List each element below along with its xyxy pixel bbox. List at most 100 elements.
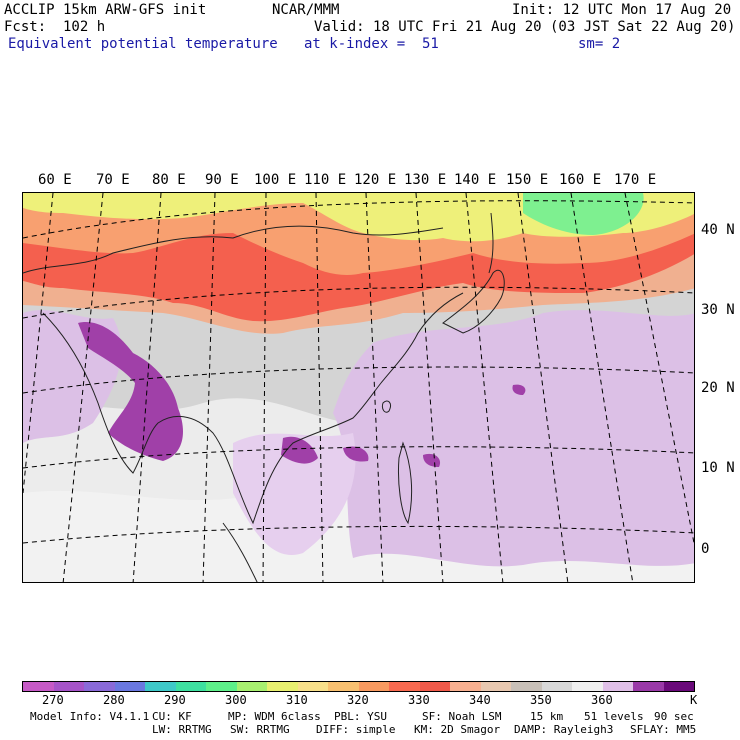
lat-line [23, 286, 694, 319]
lon-label: 80 E [152, 172, 186, 188]
lon-label: 70 E [96, 172, 130, 188]
footer-lw: LW: RRTMG [152, 723, 212, 736]
lat-label: 0 [701, 541, 710, 557]
lon-line [202, 193, 216, 582]
colorbar-swatch [206, 682, 237, 691]
colorbar-swatch [358, 682, 389, 691]
colorbar-swatch [572, 682, 603, 691]
lon-line [315, 193, 324, 582]
footer-km: KM: 2D Smagor [414, 723, 501, 736]
footer-timestep: 90 sec [654, 710, 694, 723]
colorbar-label: 280 [103, 693, 125, 707]
lon-label: 100 E [254, 172, 297, 188]
colorbar-swatch [633, 682, 664, 691]
pacific-purple-region [333, 310, 694, 567]
lon-line [262, 193, 267, 582]
lat-label: 10 N [701, 460, 735, 476]
colorbar-swatch [541, 682, 572, 691]
init-time: Init: 12 UTC Mon 17 Aug 20 [512, 2, 732, 18]
field-name: Equivalent potential temperature [8, 36, 278, 52]
lat-label: 20 N [701, 380, 735, 396]
map-plot [23, 193, 694, 582]
lat-label: 30 N [701, 302, 735, 318]
colorbar-label: 310 [286, 693, 308, 707]
footer-model-info: Model Info: V4.1.1 [30, 710, 150, 723]
lon-line [365, 193, 384, 582]
lat-label: 40 N [701, 222, 735, 238]
colorbar-swatch [511, 682, 542, 691]
lon-line [570, 193, 634, 582]
graticule [23, 193, 694, 582]
lon-line [415, 193, 444, 582]
colorbar-label: 300 [225, 693, 247, 707]
colorbar-label: 360 [591, 693, 613, 707]
lat-line [23, 525, 694, 544]
colorbar-label: 320 [347, 693, 369, 707]
footer-sf: SF: Noah LSM [422, 710, 502, 723]
coastlines [23, 212, 505, 582]
colorbar-swatch [480, 682, 511, 691]
colorbar-label: 350 [530, 693, 552, 707]
colorbar [22, 681, 695, 692]
lon-label: 90 E [205, 172, 239, 188]
colorbar-label: 340 [469, 693, 491, 707]
colorbar-unit: K [690, 693, 698, 707]
colorbar-swatch [145, 682, 176, 691]
lon-line [132, 193, 162, 582]
smoothing: sm= 2 [578, 36, 621, 52]
colorbar-swatch [389, 682, 420, 691]
footer-damp: DAMP: Rayleigh3 [514, 723, 614, 736]
footer-cu: CU: KF [152, 710, 192, 723]
lat-line [23, 200, 694, 239]
lon-line [62, 193, 104, 582]
footer-pbl: PBL: YSU [334, 710, 387, 723]
colorbar-label: 270 [42, 693, 64, 707]
india-dark-purple-region [78, 322, 183, 461]
level-index: at k-index = 51 [304, 36, 439, 52]
colorbar-swatch [328, 682, 359, 691]
colorbar-swatch [53, 682, 84, 691]
model-title: ACCLIP 15km ARW-GFS init [4, 2, 207, 18]
colorbar-swatch [23, 682, 54, 691]
colorbar-swatch [84, 682, 115, 691]
colorbar-swatch [236, 682, 267, 691]
forecast-hour: Fcst: 102 h [4, 19, 106, 35]
colorbar-swatch [297, 682, 328, 691]
lon-label: 120 E [354, 172, 397, 188]
green-patch [523, 193, 644, 235]
lon-label: 160 E [559, 172, 602, 188]
lon-line [624, 193, 694, 546]
colorbar-swatch [602, 682, 633, 691]
indochina-dark-purple-region [281, 436, 318, 464]
center-title: NCAR/MMM [272, 2, 340, 18]
colorbar-label: 330 [408, 693, 430, 707]
pacific-dark-purple-region [512, 384, 526, 395]
lon-label: 170 E [614, 172, 657, 188]
lon-line [465, 193, 504, 582]
footer-mp: MP: WDM 6class [228, 710, 321, 723]
lon-label: 150 E [506, 172, 549, 188]
lon-label: 140 E [454, 172, 497, 188]
colorbar-swatch [175, 682, 206, 691]
lat-line [23, 366, 694, 394]
lon-label: 110 E [304, 172, 347, 188]
colorbar-swatch [114, 682, 145, 691]
scs-dark-purple-region [343, 446, 369, 462]
lon-label: 60 E [38, 172, 72, 188]
footer-diff: DIFF: simple [316, 723, 396, 736]
colorbar-label: 290 [164, 693, 186, 707]
colorbar-swatch [267, 682, 298, 691]
lon-label: 130 E [404, 172, 447, 188]
footer-sw: SW: RRTMG [230, 723, 290, 736]
footer-levels: 51 levels [584, 710, 644, 723]
lat-line [23, 446, 694, 469]
colorbar-swatch [450, 682, 481, 691]
footer-sflay: SFLAY: MM5 [630, 723, 697, 736]
valid-time: Valid: 18 UTC Fri 21 Aug 20 (03 JST Sat … [314, 19, 736, 35]
footer-res: 15 km [530, 710, 564, 723]
philippine-dark-purple-region [423, 453, 441, 467]
map-panel [22, 192, 695, 583]
colorbar-swatch [419, 682, 450, 691]
lon-line [517, 193, 569, 582]
colorbar-swatch [663, 682, 694, 691]
